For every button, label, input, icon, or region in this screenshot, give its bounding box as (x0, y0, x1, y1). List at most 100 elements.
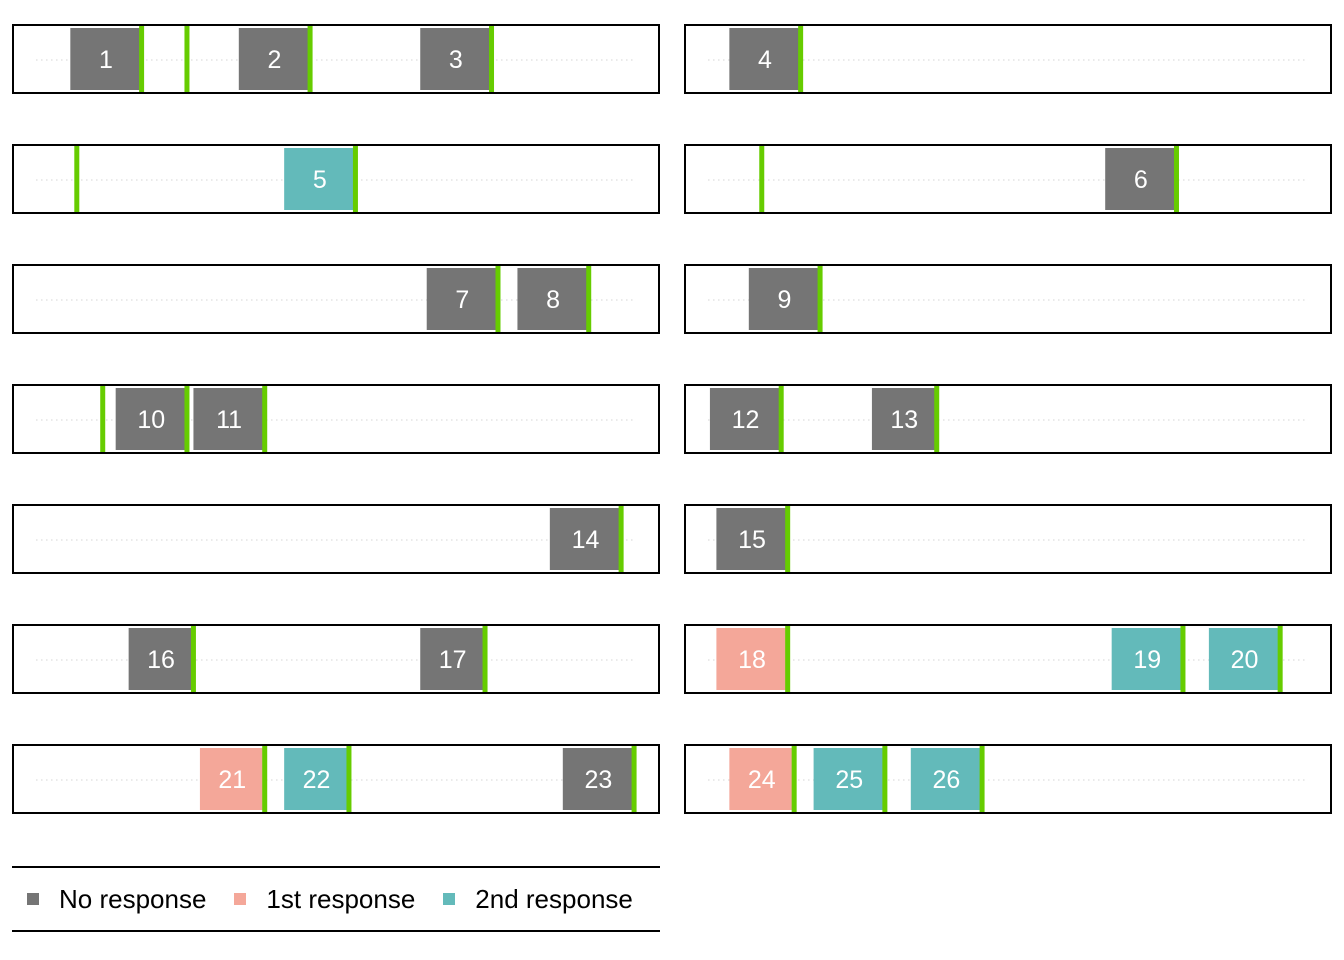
event-label: 4 (758, 46, 772, 74)
event-box (193, 388, 265, 450)
timeline-panel: 5 (12, 144, 660, 214)
response-marker (190, 624, 196, 694)
event-box (284, 748, 349, 810)
timeline-panel: 15 (684, 504, 1332, 574)
event-box (1111, 628, 1183, 690)
event-label: 13 (890, 406, 918, 434)
legend-swatch-no-response (27, 893, 39, 905)
legend-item-first-response: 1st response (234, 884, 415, 915)
event-box (716, 508, 788, 570)
legend-item-second-response: 2nd response (443, 884, 633, 915)
event-box (199, 748, 265, 810)
panel-border (12, 264, 660, 334)
event-label: 11 (216, 406, 242, 434)
timeline-panel: 6 (684, 144, 1332, 214)
response-marker (631, 744, 637, 814)
response-marker (817, 264, 823, 334)
legend-label-second-response: 2nd response (475, 883, 633, 914)
event-box (729, 28, 801, 90)
legend: No response 1st response 2nd response (12, 866, 660, 932)
event-label: 18 (738, 646, 766, 674)
response-marker (759, 144, 765, 214)
panel-border (12, 144, 660, 214)
panel-border (684, 24, 1332, 94)
event-box (420, 628, 486, 690)
event-box (1105, 148, 1177, 210)
response-marker (798, 24, 804, 94)
timeline-panel: 14 (12, 504, 660, 574)
event-label: 1 (99, 46, 113, 74)
event-label: 6 (1134, 166, 1148, 194)
response-marker (262, 744, 268, 814)
legend-label-no-response: No response (59, 883, 207, 914)
event-label: 8 (546, 286, 560, 314)
panel-border (12, 744, 660, 814)
event-box (1208, 628, 1281, 690)
event-box (517, 268, 589, 330)
event-label: 15 (738, 526, 766, 554)
timeline-panel: 21 22 23 (12, 744, 660, 814)
event-label: 14 (572, 526, 600, 554)
legend-swatch-first-response (234, 893, 247, 905)
timeline-panel: 4 (684, 24, 1332, 94)
event-label: 20 (1231, 646, 1259, 674)
event-label: 5 (313, 166, 327, 194)
response-marker (586, 264, 592, 334)
event-box (238, 28, 311, 90)
event-box (716, 628, 788, 690)
event-box (549, 508, 622, 570)
event-box (70, 28, 142, 90)
response-marker (934, 384, 940, 454)
response-marker (139, 24, 145, 94)
event-label: 19 (1133, 646, 1161, 674)
panel-border (684, 504, 1332, 574)
event-label: 16 (147, 646, 175, 674)
response-marker (100, 384, 106, 454)
timeline-panel: 1 2 3 (12, 24, 660, 94)
event-box (813, 748, 885, 810)
response-marker (1180, 624, 1186, 694)
timeline-panel: 24 25 26 (684, 744, 1332, 814)
panel-border (684, 624, 1332, 694)
response-marker (262, 384, 268, 454)
event-label: 23 (585, 766, 613, 794)
event-box (420, 28, 492, 90)
response-marker (618, 504, 624, 574)
response-marker (495, 264, 501, 334)
response-marker (184, 24, 190, 94)
event-label: 3 (449, 46, 463, 74)
response-marker (352, 144, 358, 214)
response-marker (184, 384, 190, 454)
timeline-panel: 18 19 20 (684, 624, 1332, 694)
event-box (562, 748, 635, 810)
response-marker (785, 504, 791, 574)
event-box (426, 268, 498, 330)
event-label: 12 (732, 406, 760, 434)
event-label: 9 (777, 286, 791, 314)
response-marker (482, 624, 488, 694)
event-label: 24 (748, 766, 776, 794)
panel-border (12, 24, 660, 94)
event-label: 22 (303, 766, 331, 794)
response-marker (307, 24, 313, 94)
event-label: 2 (267, 46, 281, 74)
event-box (709, 388, 782, 450)
panel-border (684, 144, 1332, 214)
response-marker (1277, 624, 1283, 694)
response-marker (74, 144, 80, 214)
event-label: 7 (455, 286, 469, 314)
event-box (128, 628, 194, 690)
response-marker (791, 744, 797, 814)
timeline-panel: 10 11 (12, 384, 660, 454)
event-box (871, 388, 937, 450)
event-box (284, 148, 356, 210)
response-marker (346, 744, 352, 814)
timeline-panel: 12 13 (684, 384, 1332, 454)
panel-border (684, 264, 1332, 334)
response-marker (778, 384, 784, 454)
event-box (729, 748, 795, 810)
response-marker (882, 744, 888, 814)
event-label: 21 (218, 766, 246, 794)
